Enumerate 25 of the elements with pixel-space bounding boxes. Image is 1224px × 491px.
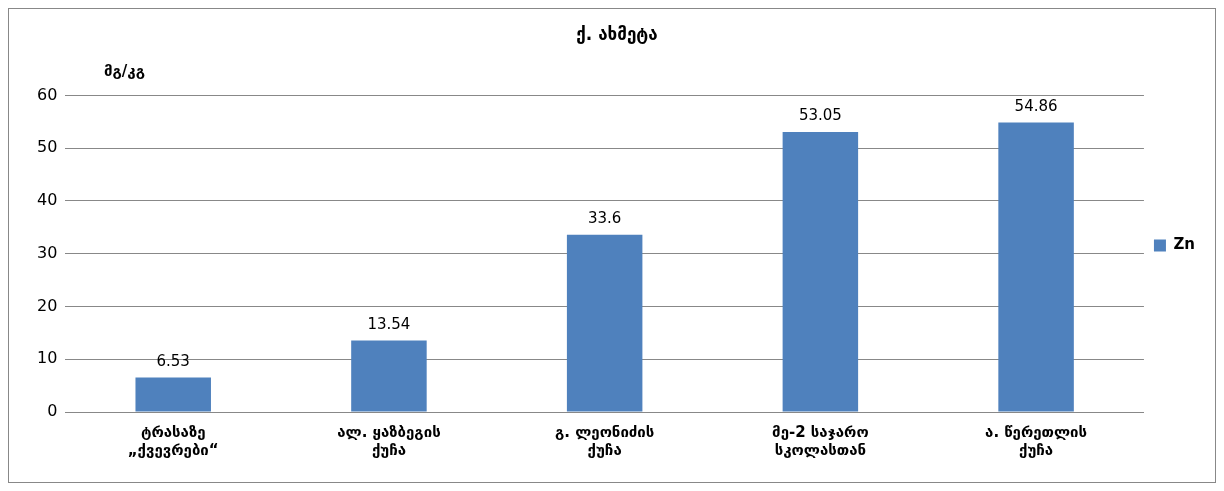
legend-label: Zn [1173, 235, 1196, 254]
chart-title: ქ. ახმეტა [576, 23, 658, 44]
x-tick-label: ა. წერეთლის ქუჩა [985, 422, 1088, 459]
y-tick-label: 20 [37, 295, 58, 315]
x-tick-label: ტრასაზე „ქვევრები“ [127, 422, 219, 459]
y-axis-title: მგ/კგ [104, 61, 146, 80]
x-tick-label: მე-2 საჯარო სკოლასთან [772, 422, 869, 459]
data-label: 6.53 [156, 351, 190, 370]
bar [782, 132, 859, 412]
data-label: 53.05 [798, 106, 842, 125]
bar [566, 234, 643, 412]
bar [998, 122, 1074, 412]
y-tick-label: 60 [37, 84, 58, 104]
y-tick-label: 10 [37, 348, 58, 368]
data-label: 13.54 [367, 314, 411, 333]
x-tick-label: გ. ლეონიძის ქუჩა [554, 422, 655, 459]
y-tick-label: 40 [37, 190, 58, 210]
bar [351, 340, 427, 412]
data-label: 54.86 [1014, 96, 1058, 115]
y-tick-label: 30 [37, 242, 58, 262]
x-tick-label: ალ. ყაზბეგის ქუჩა [337, 422, 441, 459]
y-tick-label: 0 [47, 401, 58, 421]
bar [135, 377, 211, 412]
y-tick-label: 50 [37, 137, 58, 157]
data-label: 33.6 [587, 209, 622, 228]
